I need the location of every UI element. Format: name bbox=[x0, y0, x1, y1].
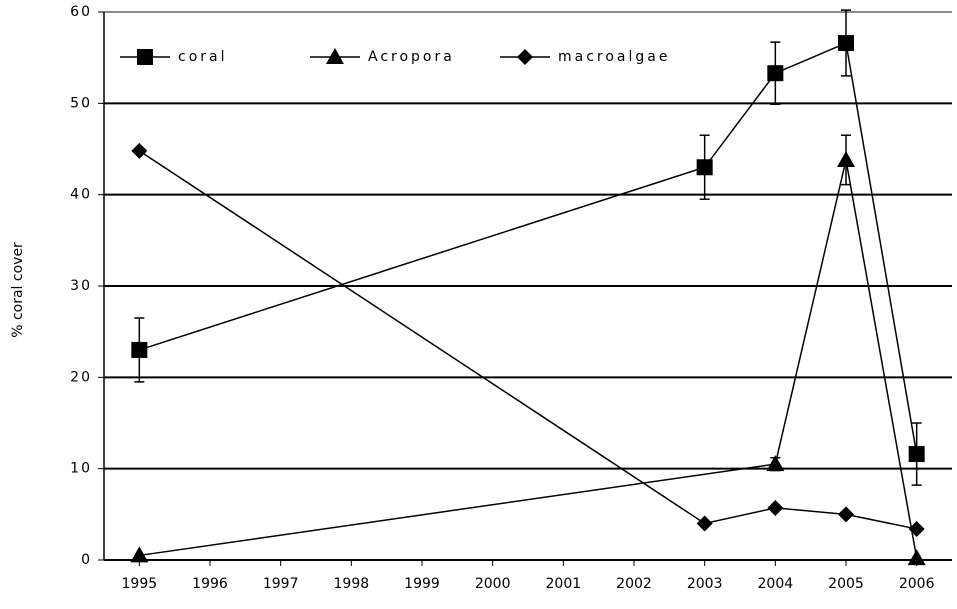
legend-marker bbox=[137, 49, 153, 65]
legend-marker bbox=[326, 48, 344, 64]
series-line bbox=[138, 150, 917, 530]
marker bbox=[696, 159, 713, 176]
marker bbox=[131, 142, 148, 159]
x-tick-label: 1997 bbox=[263, 576, 299, 592]
x-tick-label: 2001 bbox=[546, 576, 582, 592]
series-line bbox=[139, 159, 918, 559]
marker bbox=[837, 150, 855, 167]
y-tick-label: 40 bbox=[70, 187, 92, 203]
marker bbox=[838, 35, 854, 52]
x-tick-label: 2003 bbox=[687, 576, 723, 592]
marker bbox=[908, 446, 925, 463]
y-tick-label: 20 bbox=[70, 369, 92, 385]
y-tick-label: 60 bbox=[70, 4, 92, 20]
y-tick-label: 30 bbox=[70, 278, 92, 294]
x-tick-label: 1999 bbox=[404, 576, 440, 592]
y-tick-label: 0 bbox=[81, 552, 92, 568]
y-tick-label: 50 bbox=[70, 95, 92, 111]
legend-label: macroalgae bbox=[558, 49, 670, 65]
x-tick-label: 1996 bbox=[192, 576, 228, 592]
marker bbox=[908, 520, 925, 537]
marker bbox=[130, 546, 149, 563]
x-tick-label: 2002 bbox=[616, 576, 652, 592]
x-tick-label: 2004 bbox=[758, 576, 794, 592]
marker bbox=[766, 455, 785, 472]
marker bbox=[767, 65, 784, 82]
marker bbox=[767, 499, 784, 516]
series-line bbox=[139, 41, 918, 455]
marker bbox=[838, 506, 854, 523]
marker bbox=[696, 515, 713, 532]
y-tick-label: 10 bbox=[70, 461, 92, 477]
y-axis-label: % coral cover bbox=[10, 242, 26, 338]
x-tick-label: 1998 bbox=[334, 576, 370, 592]
marker bbox=[907, 549, 926, 566]
x-tick-label: 2006 bbox=[899, 576, 935, 592]
x-tick-label: 2005 bbox=[828, 576, 864, 592]
x-tick-label: 1995 bbox=[122, 576, 158, 592]
marker bbox=[131, 341, 148, 358]
legend-label: Acropora bbox=[368, 49, 455, 65]
legend-marker bbox=[517, 49, 533, 65]
x-tick-label: 2000 bbox=[475, 576, 511, 592]
legend-label: coral bbox=[178, 49, 228, 65]
